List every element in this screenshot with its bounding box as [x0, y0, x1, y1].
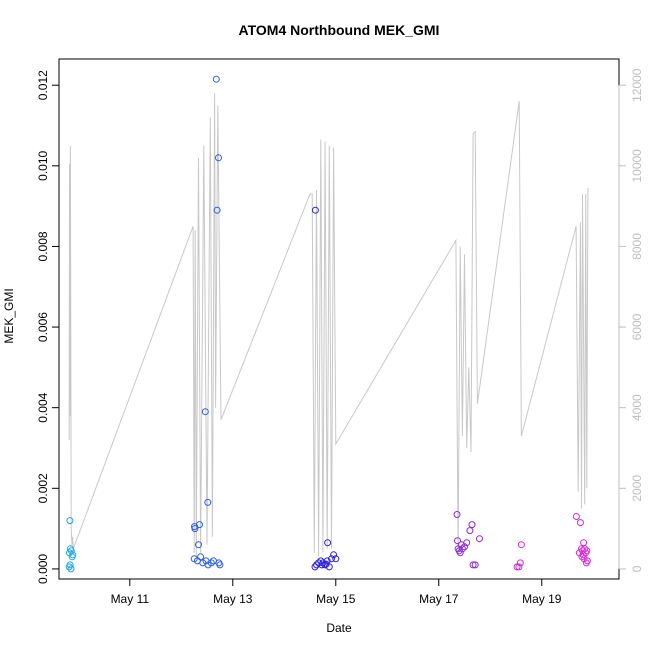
data-point	[583, 547, 591, 555]
data-point	[328, 555, 335, 563]
y-tick-label: 0.010	[36, 150, 50, 180]
x-tick-label: May 19	[522, 592, 562, 606]
data-point	[463, 539, 471, 547]
y2-tick-label: 2000	[630, 475, 644, 502]
data-point	[69, 551, 77, 559]
data-point	[204, 498, 212, 506]
data-point	[461, 543, 468, 551]
data-point	[332, 555, 340, 563]
data-point	[66, 517, 74, 525]
data-point	[456, 549, 464, 557]
y2-tick-label: 12000	[630, 68, 644, 102]
data-point	[197, 553, 205, 561]
data-point	[324, 539, 332, 547]
secondary-line-layer	[68, 93, 589, 557]
y-tick-label: 0.004	[36, 392, 50, 422]
data-point	[66, 561, 74, 569]
x-axis-label: Date	[326, 621, 352, 635]
data-point	[195, 541, 202, 549]
y-tick-label: 0.006	[36, 312, 50, 342]
y-axis-label: MEK_GMI	[2, 288, 16, 343]
data-point	[466, 527, 474, 535]
data-point	[516, 559, 524, 567]
data-point	[453, 511, 461, 518]
data-point	[322, 560, 330, 568]
data-point	[191, 525, 199, 533]
y-tick-label: 0.008	[36, 231, 50, 261]
data-point	[67, 547, 75, 555]
data-point	[468, 521, 476, 529]
data-point	[311, 206, 319, 214]
y-tick-label: 0.002	[36, 473, 50, 503]
data-point	[201, 408, 209, 416]
data-point	[454, 537, 461, 545]
data-point	[313, 561, 320, 569]
data-point	[67, 565, 75, 573]
x-tick-label: May 15	[316, 592, 356, 606]
y-tick-label: 0.000	[36, 554, 50, 584]
data-point	[213, 206, 221, 214]
data-point	[212, 75, 220, 83]
data-point	[216, 561, 224, 569]
data-point	[572, 513, 580, 520]
y2-tick-label: 10000	[630, 149, 644, 183]
chart-title: ATOM4 Northbound MEK_GMI	[239, 22, 440, 38]
x-tick-label: May 17	[419, 592, 459, 606]
x-tick-label: May 13	[213, 592, 253, 606]
data-point	[311, 563, 319, 571]
data-point	[517, 541, 525, 549]
data-point	[469, 561, 477, 569]
data-point	[215, 154, 222, 162]
y2-tick-label: 0	[630, 565, 644, 572]
data-point	[323, 557, 331, 565]
data-point	[576, 519, 584, 527]
data-point	[207, 559, 215, 567]
y2-tick-label: 4000	[630, 394, 644, 421]
data-point	[579, 551, 587, 559]
data-point	[321, 561, 329, 569]
data-point	[476, 535, 483, 543]
points-layer	[65, 75, 591, 573]
y2-tick-label: 8000	[630, 233, 644, 260]
y-tick-label: 0.012	[36, 70, 50, 100]
data-point	[471, 561, 479, 569]
axes-layer: 0.000 0.002 0.004 0.006 0.008 0.010 0.012 0 2000…	[36, 58, 644, 606]
data-point	[583, 557, 591, 565]
data-point	[330, 551, 338, 559]
data-point	[318, 561, 326, 569]
x-tick-label: May 11	[111, 592, 150, 606]
data-point	[515, 563, 523, 571]
secondary-series-line	[68, 93, 589, 557]
y2-tick-label: 6000	[630, 313, 644, 340]
data-point	[458, 545, 466, 553]
